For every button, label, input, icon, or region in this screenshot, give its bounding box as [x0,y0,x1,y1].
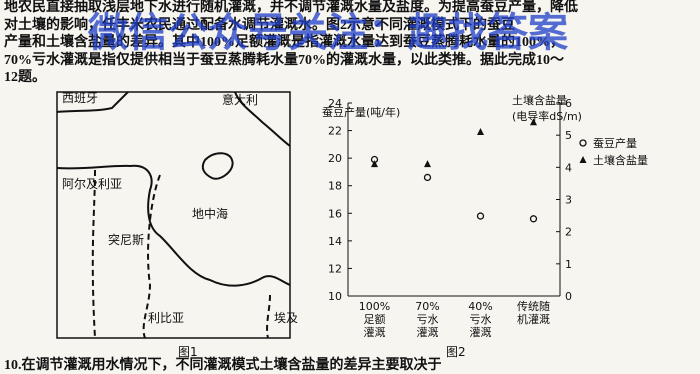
y-tick-label: 24 [328,97,342,110]
x-tick-label: 灌溉 [470,326,492,339]
text-line: 对土壤的影响，任丰米农民通过配备水调节灌溉水。图2示意不同灌溉模式下的蚕豆 [4,17,515,33]
chart: 图2蚕豆产量(吨/年)土壤含盐量(电导率dS/m)101214161820222… [322,93,648,359]
point [423,173,432,182]
y-tick-label: 18 [328,180,342,193]
y2-tick-label: 1 [565,258,572,271]
question: 10.在调节灌溉用水情况下，不同灌溉模式土壤含盐量的差异主要取决于 [4,358,442,373]
map-label: 突尼斯 [108,232,144,247]
point [477,127,484,135]
y2-tick-label: 4 [565,161,572,174]
legend-label: 土壤含盐量 [593,153,648,167]
text-line: 12题。 [4,70,46,85]
x-tick-label: 灌溉 [417,326,439,339]
figure-caption: 图2 [446,345,466,359]
map-label: 埃及 [274,311,298,325]
y-tick-label: 10 [328,290,342,303]
point [371,160,378,168]
x-tick-label: 40% [468,300,492,313]
x-tick-label: 灌溉 [364,326,386,339]
x-tick-label: 机灌溉 [517,312,550,326]
y2-tick-label: 3 [565,194,572,207]
x-tick-label: 足额 [364,313,386,326]
point [530,118,537,126]
y2-tick-label: 2 [565,226,572,239]
map-label: 西班牙 [62,91,98,105]
point [529,215,538,223]
x-tick-label: 亏水 [470,313,492,326]
y-tick-label: 22 [328,125,342,138]
x-tick-label: 100% [359,300,390,313]
y-tick-label: 16 [328,207,342,220]
x-tick-label: 亏水 [417,313,439,326]
legend-marker [579,139,587,147]
point [424,160,431,168]
y2-tick-label: 0 [565,290,572,303]
map [56,91,291,339]
x-tick-label: 70% [415,300,439,313]
y-tick-label: 14 [328,235,342,248]
map-label: 利比亚 [148,311,184,325]
y-axis-title: 蚕豆产量(吨/年) [322,105,400,119]
y2-tick-label: 6 [565,97,572,110]
y2-tick-label: 5 [565,129,572,142]
legend-marker [579,156,587,163]
y2-axis-title: (电导率dS/m) [512,109,582,123]
text-line: 70%亏水灌溉是指仅提供相当于蚕豆蒸腾耗水量70%的灌溉水量，以此类推。据此完成… [4,52,564,68]
text-line: 产量和土壤含盐量的差异。其中100%足额灌溉是指灌溉水量达到蚕豆蒸腾耗水量的10… [4,35,564,50]
map-label: 阿尔及利亚 [62,176,122,191]
x-tick-label: 传统随 [517,299,550,313]
figure-caption: 图1 [178,345,198,359]
y-tick-label: 20 [328,152,342,165]
point [476,212,485,220]
text-line: 地农民直接抽取浅层地下水进行随机灌溉，并不调节灌溉水量及盐度。为提高蚕豆产量，降… [4,0,578,15]
map-label: 地中海 [192,206,228,221]
map-label: 意大利 [222,92,258,107]
legend-label: 蚕豆产量 [593,136,637,150]
y2-axis-title: 土壤含盐量 [512,93,567,107]
watermark: 微信公众号关注：趣找答案 [88,10,568,56]
y-tick-label: 12 [328,262,342,275]
